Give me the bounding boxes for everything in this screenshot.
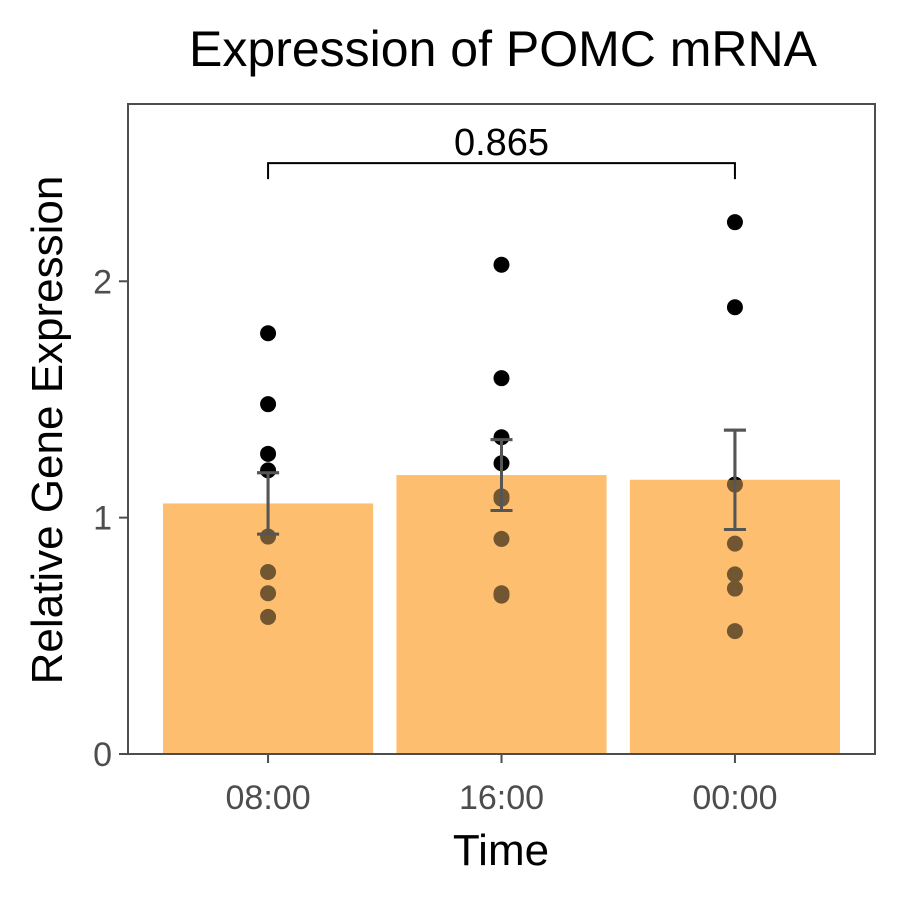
error-bar-front xyxy=(257,471,280,536)
error-bar-front xyxy=(490,438,513,513)
significance-bracket: 0.865 xyxy=(267,122,736,180)
data-point xyxy=(493,587,510,604)
y-axis-title: Relative Gene Expression xyxy=(23,176,72,685)
x-axis-title: Time xyxy=(453,826,549,875)
data-point xyxy=(260,564,277,580)
data-point xyxy=(726,214,743,231)
data-point xyxy=(260,325,277,342)
bar-overlay xyxy=(396,475,607,754)
y-tick-label: 0 xyxy=(93,736,112,774)
x-tick-label: 08:00 xyxy=(226,779,311,817)
data-point xyxy=(726,535,743,552)
data-point xyxy=(493,256,510,273)
y-axis: 0 1 2 xyxy=(93,263,128,774)
data-point xyxy=(493,429,510,446)
points-layer xyxy=(163,214,840,754)
data-point xyxy=(260,585,277,602)
error-bar-front xyxy=(723,428,746,531)
data-point xyxy=(260,528,277,545)
x-axis: 08:00 16:00 00:00 xyxy=(226,754,777,817)
chart-title: Expression of POMC mRNA xyxy=(189,21,818,77)
bar-overlay xyxy=(163,503,374,754)
data-point xyxy=(260,462,277,479)
data-point xyxy=(726,623,743,640)
x-tick-label: 16:00 xyxy=(459,779,544,817)
data-point xyxy=(726,566,743,583)
x-tick-label: 00:00 xyxy=(692,779,777,817)
data-point xyxy=(493,530,510,547)
bar-0800 xyxy=(163,503,374,754)
data-point xyxy=(260,608,277,625)
bar-1600 xyxy=(396,475,607,754)
bracket-line xyxy=(267,162,736,180)
data-point xyxy=(260,445,277,462)
y-tick-label: 2 xyxy=(93,263,112,301)
data-point xyxy=(260,396,277,413)
bars-layer xyxy=(163,475,840,754)
data-point xyxy=(726,580,743,597)
data-point xyxy=(726,299,743,316)
p-value-label: 0.865 xyxy=(454,122,549,164)
y-tick-label: 1 xyxy=(93,500,112,538)
data-point xyxy=(493,370,510,387)
